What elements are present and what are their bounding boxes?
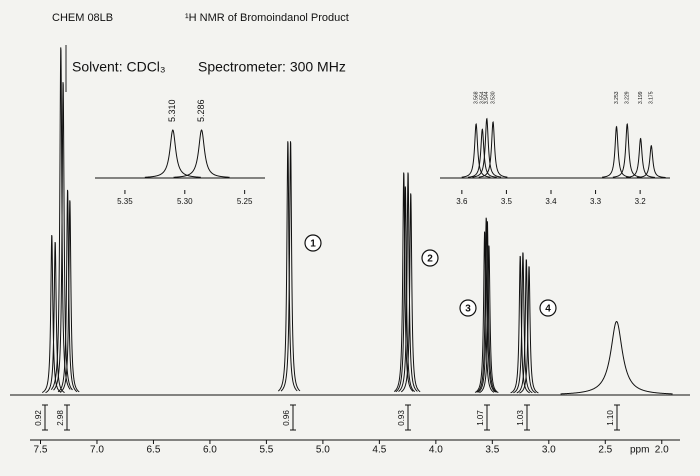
integral-bracket [405,404,411,431]
integral-bracket [64,404,70,431]
peak [400,193,421,393]
peak-label: 3.568 [473,91,479,104]
peak [41,235,62,393]
peak [478,121,508,178]
peak [602,125,631,178]
peak-label: 3.253 [614,91,620,104]
peak-label: 3.544 [484,91,490,104]
x-tick-label: 4.0 [429,445,443,456]
x-tick-label: 2.5 [598,445,612,456]
annotation: Spectrometer: 300 MHz [198,59,346,75]
peak [461,123,491,178]
peak [513,252,533,394]
x-tick-label: 3.3 [590,197,602,206]
x-axis-label: ppm [630,445,649,456]
peak-label: 3.175 [649,91,655,104]
integral-label: 0.93 [397,410,406,426]
peak [560,320,673,395]
x-tick-label: 5.25 [237,197,253,206]
course-label: CHEM 08LB [52,12,113,24]
x-tick-label: 5.35 [117,197,133,206]
peak [280,141,301,392]
peak-marker [459,299,477,317]
peak-label: 3.229 [625,91,631,104]
x-tick-label: 5.5 [259,445,273,456]
peak [45,241,65,394]
x-tick-label: 6.0 [203,445,217,456]
peak [57,189,78,393]
peak [395,186,416,393]
peak-number: 3 [465,304,471,315]
x-tick-label: 6.5 [147,445,161,456]
integral-label: 1.07 [476,410,485,426]
peak-label: 5.286 [196,99,206,122]
peak [479,245,499,394]
peak [636,145,666,178]
x-tick-label: 3.5 [501,197,513,206]
peak [144,129,201,178]
x-tick-label: 7.0 [90,445,104,456]
peak [477,221,498,393]
peak [510,255,530,394]
peak-marker [539,299,557,317]
peak [612,123,642,178]
peak [519,266,539,394]
peak [472,117,502,178]
integral-bracket [290,404,296,431]
x-tick-label: 5.0 [316,445,330,456]
integral-label: 0.92 [34,410,43,426]
peak [60,200,80,393]
peak [277,141,298,392]
peak-number: 2 [427,254,433,265]
x-tick-label: 3.5 [485,445,499,456]
integral-label: 2.98 [56,410,65,426]
integral-bracket [484,404,490,431]
peak-label: 5.310 [167,99,177,122]
x-tick-label: 7.5 [34,445,48,456]
x-tick-label: 5.30 [177,197,193,206]
peak [516,259,536,394]
integral-bracket [524,404,530,431]
peak-marker [421,249,439,267]
x-tick-label: 2.0 [655,445,669,456]
peak [474,231,495,393]
peak [476,217,496,393]
integral-label: 1.03 [516,410,525,426]
integral-bracket [42,404,48,431]
integral-label: 1.10 [606,410,615,426]
peak-number: 4 [545,304,551,315]
integral-bracket [614,404,620,431]
peak [50,47,71,390]
peak [398,172,418,392]
peak-marker [304,234,322,252]
peak [626,137,655,178]
x-tick-label: 3.4 [545,197,557,206]
peak-number: 1 [310,239,316,250]
chart-title: ¹H NMR of Bromoindanol Product [185,12,349,24]
peak [173,129,230,178]
peak-label: 3.199 [638,91,644,104]
peak-label: 3.530 [490,91,496,104]
peak-label: 3.554 [480,91,486,104]
subtitle: Solvent: CDCl₃ [72,59,166,75]
x-tick-label: 3.2 [635,197,647,206]
peak [467,128,497,178]
x-tick-label: 3.6 [456,197,468,206]
x-tick-label: 4.5 [372,445,386,456]
peak [393,172,414,392]
integral-label: 0.96 [282,410,291,426]
peak [53,82,73,391]
x-tick-label: 3.0 [542,445,556,456]
